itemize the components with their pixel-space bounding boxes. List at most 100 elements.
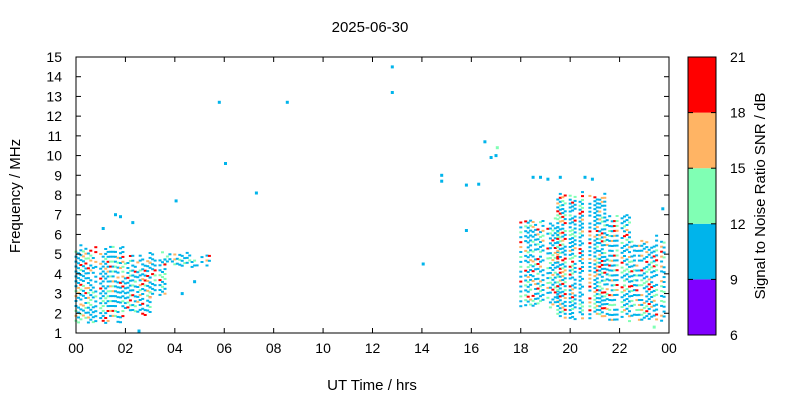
data-point <box>101 227 105 230</box>
data-point <box>114 270 117 273</box>
data-point <box>598 309 602 312</box>
data-point <box>625 219 629 222</box>
data-point <box>526 231 530 234</box>
data-point <box>558 252 562 254</box>
data-point <box>652 285 656 287</box>
data-point <box>613 229 617 232</box>
data-point <box>598 289 602 292</box>
data-point <box>593 243 597 246</box>
data-point <box>89 259 93 262</box>
data-point <box>603 216 607 219</box>
data-point <box>133 285 137 288</box>
data-point <box>123 302 127 305</box>
data-point <box>603 255 607 258</box>
data-point <box>581 195 584 198</box>
data-point <box>519 265 523 268</box>
data-point <box>109 300 113 303</box>
data-point <box>662 315 666 318</box>
data-point <box>628 285 631 288</box>
data-point <box>561 290 565 293</box>
data-point <box>119 247 122 250</box>
data-point <box>645 251 649 254</box>
data-point <box>546 272 550 275</box>
data-point <box>548 271 552 274</box>
data-point <box>539 255 542 258</box>
data-point <box>558 232 562 235</box>
data-point <box>595 277 599 280</box>
data-point <box>595 210 599 213</box>
data-point <box>138 284 142 287</box>
data-point <box>131 254 135 257</box>
data-point <box>551 244 555 247</box>
data-point <box>623 269 626 272</box>
data-point <box>205 254 209 257</box>
data-point <box>116 296 120 299</box>
data-point <box>581 230 584 233</box>
data-point <box>588 238 592 241</box>
data-point <box>652 265 656 268</box>
data-point <box>608 264 612 267</box>
data-point <box>551 264 555 266</box>
data-point <box>595 206 599 209</box>
data-point <box>178 263 182 266</box>
data-point <box>608 269 612 272</box>
data-point <box>608 303 612 306</box>
colorbar-title: Signal to Noise Ratio SNR / dB <box>752 93 769 300</box>
data-point <box>608 299 612 301</box>
data-point <box>556 275 560 278</box>
data-point <box>642 272 646 275</box>
data-point <box>650 276 654 279</box>
data-point <box>556 241 560 244</box>
data-point <box>529 288 533 291</box>
data-point <box>593 283 597 285</box>
data-point <box>605 224 609 227</box>
data-point <box>598 305 602 308</box>
data-point <box>539 300 542 303</box>
data-point <box>128 304 132 307</box>
data-point <box>101 275 105 278</box>
data-point <box>588 214 592 217</box>
data-point <box>571 241 575 243</box>
data-point <box>116 315 120 318</box>
data-point <box>610 314 614 316</box>
data-point <box>637 259 641 262</box>
data-point <box>637 299 641 301</box>
data-point <box>519 305 523 308</box>
data-point <box>588 313 592 316</box>
data-point <box>660 295 664 297</box>
data-point <box>131 294 135 297</box>
data-point <box>650 286 654 289</box>
data-point <box>645 270 649 273</box>
data-point <box>595 237 599 240</box>
data-point <box>558 256 562 258</box>
data-point <box>541 220 545 222</box>
data-point <box>556 226 560 229</box>
data-point <box>563 253 567 256</box>
data-point <box>623 274 626 277</box>
data-point <box>595 265 599 268</box>
data-point <box>390 65 394 69</box>
data-point <box>148 252 152 254</box>
data-point <box>158 279 162 282</box>
data-point <box>133 270 137 273</box>
data-point <box>183 262 187 265</box>
data-point <box>526 276 530 278</box>
data-point <box>81 304 85 307</box>
data-point <box>588 234 592 237</box>
data-point <box>541 259 545 262</box>
data-point <box>568 202 572 205</box>
data-point <box>519 300 523 303</box>
data-point <box>541 293 545 296</box>
data-point <box>637 308 641 311</box>
data-point <box>573 235 577 238</box>
data-point <box>598 261 602 264</box>
data-point <box>529 234 533 237</box>
data-point <box>121 300 125 303</box>
data-point <box>645 275 649 278</box>
data-point <box>114 265 117 268</box>
data-point <box>561 247 565 250</box>
data-point <box>593 302 597 305</box>
x-tick-label: 00 <box>661 340 677 356</box>
data-point <box>647 312 651 315</box>
data-point <box>632 269 636 272</box>
